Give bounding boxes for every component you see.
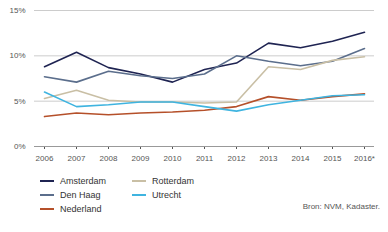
svg-text:2009: 2009 <box>132 154 150 163</box>
svg-text:10%: 10% <box>9 51 25 60</box>
html-text:Den Haag: Den Haag <box>60 190 101 200</box>
svg-text:2016*: 2016* <box>354 154 375 163</box>
svg-text:2011: 2011 <box>196 154 214 163</box>
svg-text:2006: 2006 <box>36 154 54 163</box>
html-text:Amsterdam: Amsterdam <box>60 176 106 186</box>
svg-text:5%: 5% <box>14 97 26 106</box>
html-text:Rotterdam: Rotterdam <box>152 176 194 186</box>
svg-text:15%: 15% <box>9 6 25 15</box>
html-text:Nederland: Nederland <box>60 204 102 214</box>
svg-text:2007: 2007 <box>68 154 86 163</box>
svg-text:0%: 0% <box>14 142 26 151</box>
svg-text:2014: 2014 <box>292 154 310 163</box>
html-text:Utrecht: Utrecht <box>152 190 181 200</box>
svg-text:2008: 2008 <box>100 154 118 163</box>
html-text:Bron: NVM, Kadaster.: Bron: NVM, Kadaster. <box>302 202 380 211</box>
svg-text:2012: 2012 <box>228 154 246 163</box>
svg-text:2010: 2010 <box>164 154 182 163</box>
svg-text:2013: 2013 <box>260 154 278 163</box>
svg-text:2015: 2015 <box>324 154 342 163</box>
